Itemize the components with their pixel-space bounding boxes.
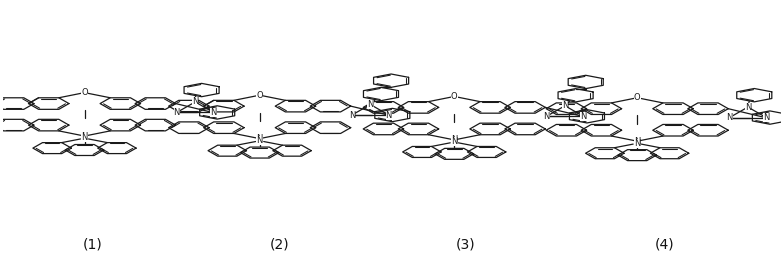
Text: N: N: [349, 111, 355, 119]
Text: N: N: [726, 113, 733, 122]
Text: N: N: [634, 139, 641, 148]
Text: N: N: [256, 134, 263, 143]
Text: N: N: [173, 108, 180, 117]
Text: N: N: [451, 135, 457, 144]
Text: (3): (3): [456, 238, 476, 252]
Text: (1): (1): [82, 238, 102, 252]
Text: N: N: [745, 103, 751, 112]
Text: N: N: [451, 137, 457, 146]
Text: N: N: [210, 108, 217, 117]
Text: N: N: [367, 100, 373, 109]
Text: N: N: [256, 136, 263, 145]
Text: N: N: [634, 137, 641, 146]
Text: N: N: [763, 113, 770, 122]
Text: (4): (4): [655, 238, 674, 252]
Text: N: N: [82, 132, 88, 141]
Text: O: O: [634, 93, 641, 102]
Text: N: N: [386, 111, 392, 119]
Text: O: O: [82, 88, 88, 97]
Text: N: N: [192, 97, 198, 106]
Text: O: O: [256, 91, 263, 100]
Text: N: N: [562, 101, 568, 110]
Text: O: O: [451, 92, 458, 101]
Text: (2): (2): [270, 238, 289, 252]
Text: N: N: [580, 112, 586, 121]
Text: N: N: [82, 133, 88, 143]
Text: N: N: [543, 112, 550, 121]
